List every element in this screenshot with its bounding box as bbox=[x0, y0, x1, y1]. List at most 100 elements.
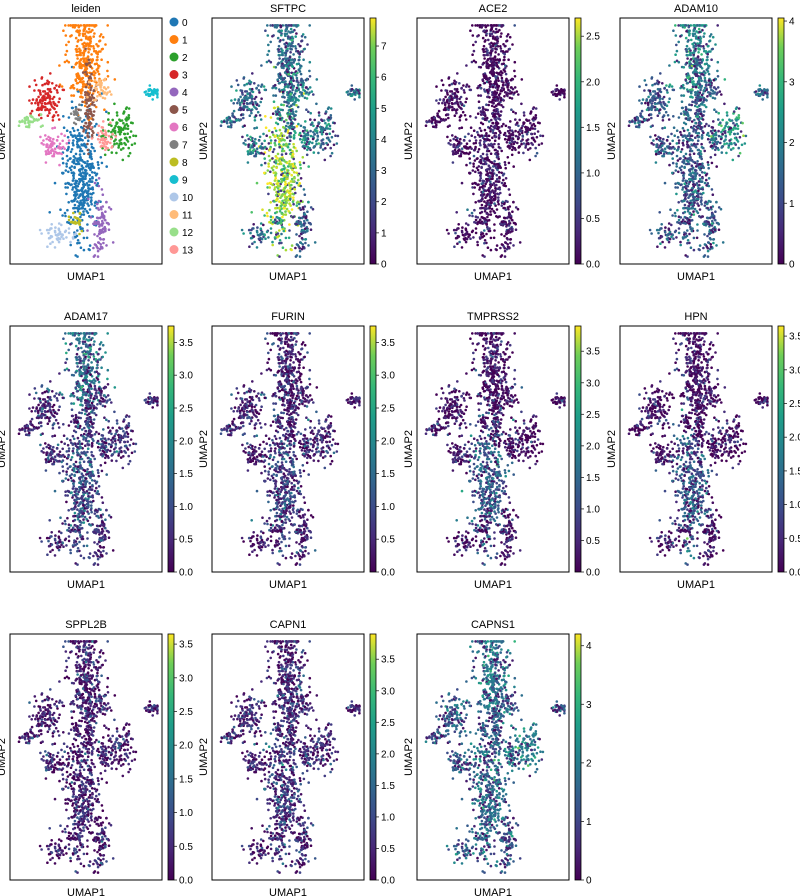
point bbox=[30, 109, 34, 113]
point bbox=[113, 142, 116, 146]
point bbox=[306, 218, 309, 222]
point bbox=[498, 177, 501, 180]
point bbox=[52, 100, 55, 104]
point bbox=[468, 171, 471, 175]
point bbox=[88, 122, 91, 125]
point bbox=[75, 44, 79, 48]
point bbox=[284, 51, 288, 55]
point bbox=[505, 141, 509, 144]
point bbox=[474, 147, 477, 151]
point bbox=[686, 138, 689, 141]
point bbox=[462, 89, 466, 92]
point bbox=[94, 71, 97, 75]
point bbox=[453, 107, 456, 111]
point bbox=[305, 153, 309, 157]
point bbox=[282, 78, 286, 81]
point bbox=[329, 146, 333, 150]
point bbox=[278, 241, 281, 245]
point bbox=[491, 121, 494, 125]
point bbox=[103, 153, 107, 157]
point bbox=[479, 129, 483, 133]
point bbox=[290, 244, 294, 247]
point bbox=[130, 143, 134, 147]
point bbox=[78, 207, 81, 210]
point bbox=[118, 118, 121, 121]
point bbox=[301, 245, 305, 249]
point bbox=[518, 132, 521, 136]
point bbox=[513, 69, 516, 73]
point bbox=[458, 240, 461, 244]
point bbox=[255, 103, 259, 107]
point bbox=[76, 160, 80, 163]
point bbox=[278, 255, 281, 258]
point bbox=[530, 132, 533, 136]
point bbox=[452, 137, 456, 141]
point bbox=[477, 148, 481, 151]
point bbox=[284, 128, 288, 131]
point bbox=[288, 160, 291, 163]
point bbox=[467, 235, 470, 239]
point bbox=[308, 69, 311, 73]
point bbox=[70, 133, 73, 137]
point bbox=[297, 58, 301, 62]
point bbox=[292, 157, 296, 161]
point bbox=[483, 255, 486, 258]
point bbox=[268, 208, 271, 212]
point bbox=[508, 193, 512, 196]
point bbox=[315, 140, 318, 143]
panel-title: ADAM10 bbox=[674, 3, 718, 15]
point bbox=[71, 141, 75, 145]
point bbox=[84, 93, 87, 97]
point bbox=[87, 197, 90, 201]
point bbox=[278, 81, 282, 85]
point bbox=[492, 109, 496, 112]
point bbox=[469, 115, 472, 118]
point bbox=[96, 52, 99, 56]
point bbox=[333, 121, 336, 125]
point bbox=[86, 194, 90, 197]
point bbox=[498, 118, 502, 121]
panel-title: SFTPC bbox=[270, 3, 306, 15]
colorbar-tick-label: 6 bbox=[381, 73, 387, 84]
point bbox=[304, 241, 307, 245]
point bbox=[246, 134, 249, 137]
point bbox=[496, 86, 500, 89]
point bbox=[71, 179, 75, 182]
point bbox=[148, 87, 152, 91]
point bbox=[52, 106, 55, 110]
point bbox=[70, 148, 74, 151]
point bbox=[67, 215, 71, 218]
point bbox=[76, 206, 79, 210]
point bbox=[104, 210, 107, 213]
point bbox=[478, 179, 482, 182]
point bbox=[464, 100, 468, 104]
point bbox=[522, 114, 526, 117]
point bbox=[483, 239, 487, 242]
point bbox=[294, 166, 298, 169]
point bbox=[298, 137, 302, 141]
point bbox=[290, 24, 293, 27]
point bbox=[243, 96, 246, 99]
point bbox=[96, 95, 99, 98]
point bbox=[496, 125, 500, 129]
point bbox=[289, 152, 292, 156]
point bbox=[87, 180, 91, 183]
point bbox=[488, 171, 492, 174]
point bbox=[471, 24, 474, 27]
point bbox=[72, 193, 76, 197]
point bbox=[100, 144, 103, 148]
point bbox=[308, 24, 312, 27]
point bbox=[317, 151, 320, 155]
point bbox=[483, 138, 486, 141]
point bbox=[494, 51, 497, 54]
point bbox=[287, 35, 290, 38]
point bbox=[533, 140, 537, 143]
point bbox=[675, 129, 679, 132]
legend-label: 3 bbox=[182, 71, 188, 82]
point bbox=[491, 70, 494, 74]
point bbox=[153, 91, 157, 94]
point bbox=[504, 64, 507, 67]
point bbox=[329, 114, 333, 117]
point bbox=[280, 103, 283, 106]
point bbox=[67, 139, 71, 142]
